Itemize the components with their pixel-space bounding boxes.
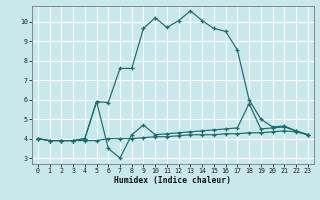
- X-axis label: Humidex (Indice chaleur): Humidex (Indice chaleur): [114, 176, 231, 185]
